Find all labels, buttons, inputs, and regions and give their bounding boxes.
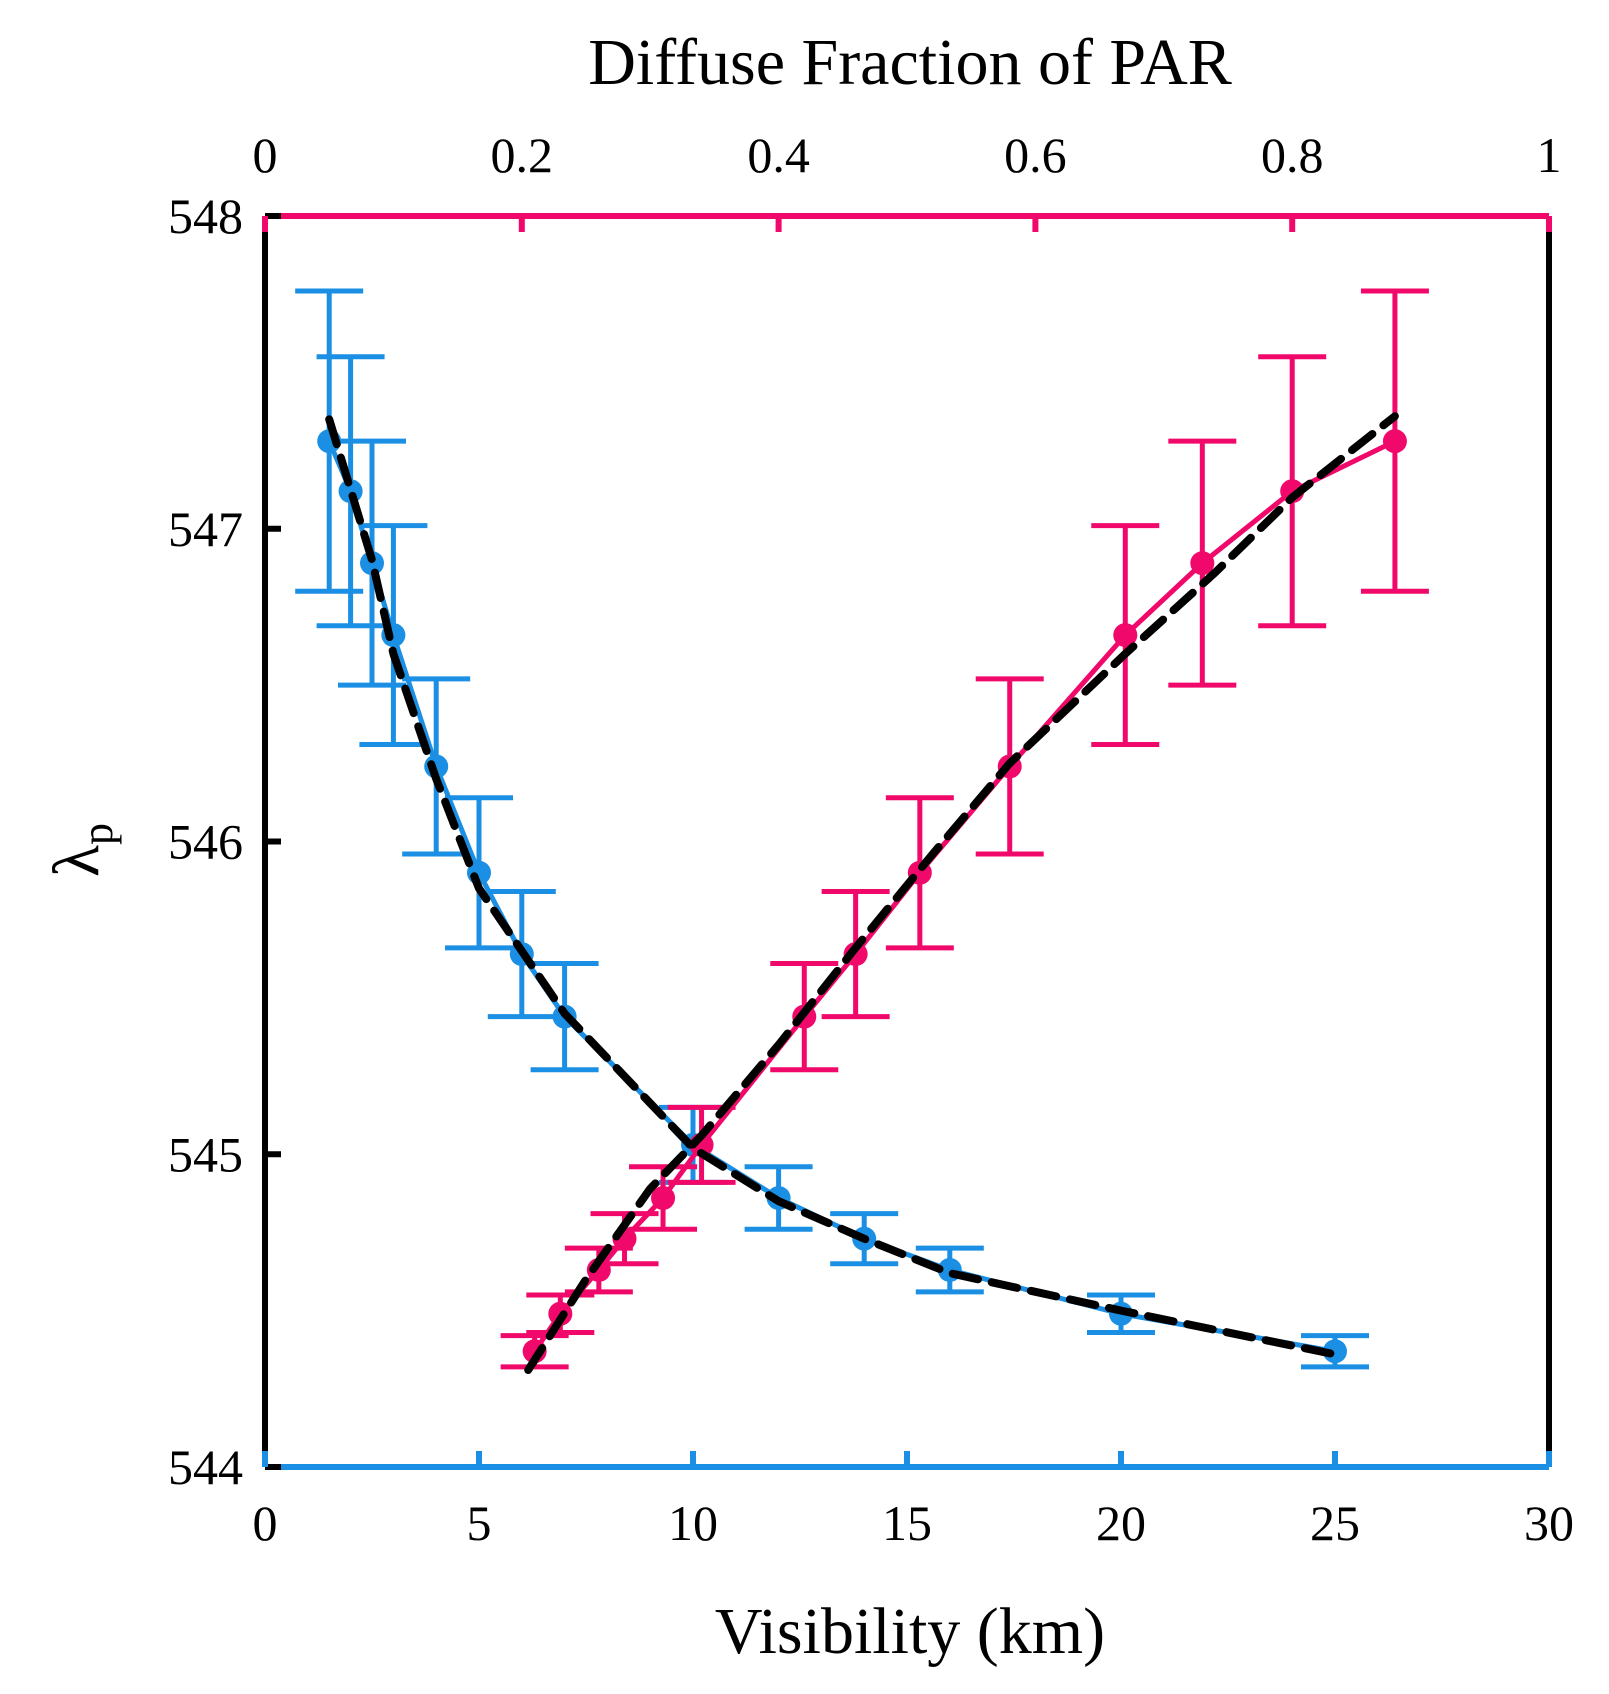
y-axis-title-symbol: λ (40, 845, 113, 877)
x2-tick-label: 0 (253, 127, 278, 183)
visibility-fit-line (325, 415, 1339, 1359)
fit-layer (325, 412, 1399, 1374)
visibility-data-point (360, 551, 384, 576)
diffuse-data-point (1113, 623, 1138, 648)
diffuse-data-point (651, 1186, 676, 1211)
y-tick-label: 545 (168, 1126, 243, 1182)
diffuse-data-point (1190, 551, 1215, 576)
x2-axis-title: Diffuse Fraction of PAR (588, 26, 1232, 99)
x-tick-label: 20 (1096, 1495, 1146, 1551)
series-layer (295, 288, 1429, 1370)
x-tick-label: 5 (467, 1495, 492, 1551)
x-tick-label: 0 (253, 1495, 278, 1551)
visibility-data-point (1323, 1339, 1347, 1364)
y-axis-title: λp (40, 823, 122, 877)
svg-text:λp: λp (40, 823, 122, 877)
x2-tick-label: 0.6 (1004, 127, 1067, 183)
x2-tick-label: 1 (1537, 127, 1562, 183)
y-tick-label: 548 (168, 188, 243, 244)
y-tick-label: 546 (168, 814, 243, 870)
x2-tick-label: 0.4 (747, 127, 810, 183)
x-tick-label: 25 (1310, 1495, 1360, 1551)
diffuse-data-point (1382, 429, 1407, 454)
x-tick-label: 10 (668, 1495, 718, 1551)
x-tick-label: 15 (882, 1495, 932, 1551)
y-tick-label: 547 (168, 501, 243, 557)
y-tick-label: 544 (168, 1439, 243, 1495)
diffuse-fit-line (524, 412, 1399, 1374)
x-axis-title: Visibility (km) (715, 1595, 1105, 1668)
x2-tick-label: 0.2 (491, 127, 554, 183)
label-layer: Visibility (km) Diffuse Fraction of PAR … (40, 26, 1232, 1668)
y-axis-title-subscript: p (73, 823, 122, 845)
x-tick-label: 30 (1524, 1495, 1574, 1551)
x2-tick-label: 0.8 (1261, 127, 1324, 183)
